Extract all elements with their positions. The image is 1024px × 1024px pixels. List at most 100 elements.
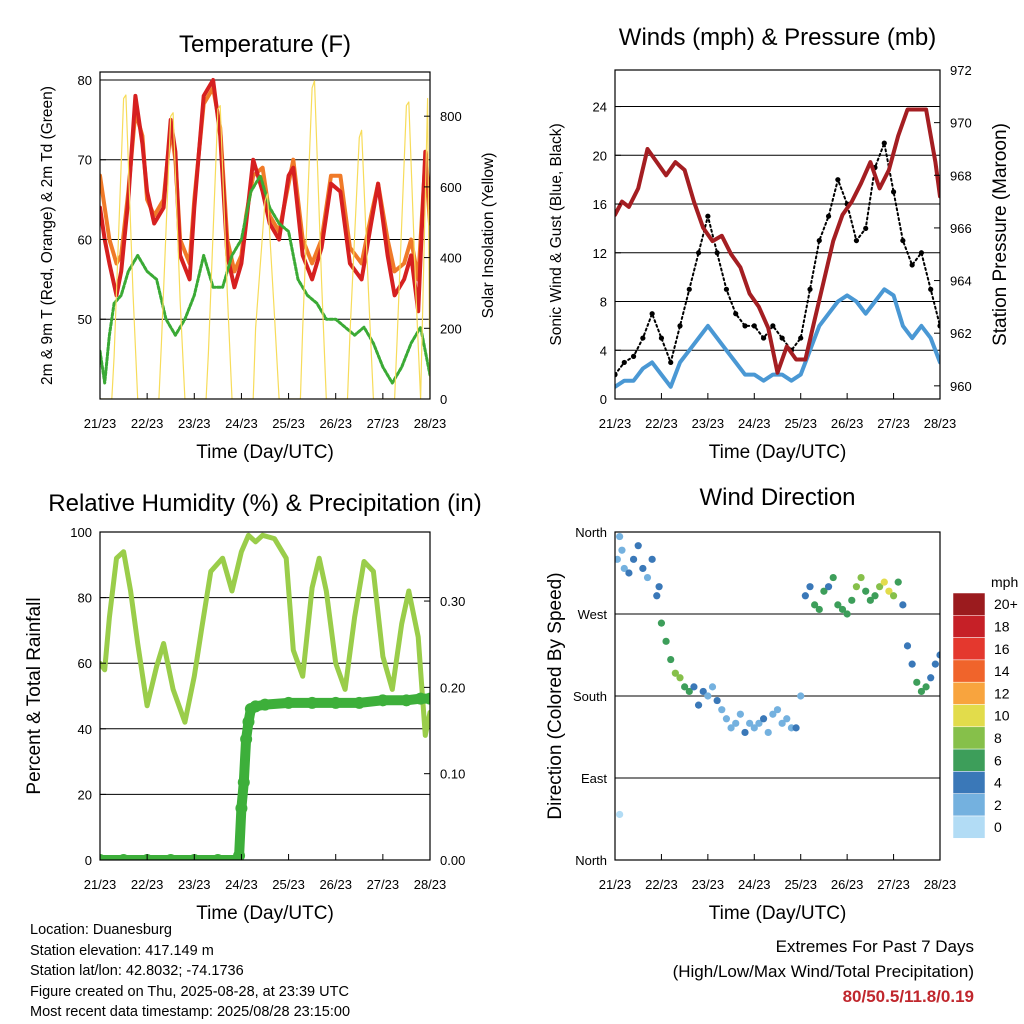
direction-point xyxy=(667,655,675,664)
y-tick-label: 70 xyxy=(78,153,92,168)
latest-timestamp: Most recent data timestamp: 2025/08/28 2… xyxy=(30,1004,351,1020)
gust-point xyxy=(649,311,655,317)
chart-title: Relative Humidity (%) & Precipitation (i… xyxy=(48,490,481,517)
gust-point xyxy=(909,262,915,268)
direction-point xyxy=(815,605,823,614)
x-axis-label: Time (Day/UTC) xyxy=(196,442,334,463)
direction-point xyxy=(671,669,679,677)
direction-point xyxy=(908,660,916,668)
panel-temperature: Temperature (F) Time (Day/UTC) 2m & 9m T (… xyxy=(39,31,497,463)
y-tick-label: 20 xyxy=(593,148,607,163)
legend-swatch xyxy=(952,815,986,839)
x-tick-label: 25/23 xyxy=(272,416,305,431)
precip-point xyxy=(306,696,319,709)
x-tick-label: 23/23 xyxy=(692,877,725,892)
precip-point xyxy=(240,733,253,746)
direction-point xyxy=(759,715,768,723)
station-location: Location: Duanesburg xyxy=(30,922,172,938)
gust-point xyxy=(853,237,860,244)
direction-point xyxy=(708,683,717,691)
gust-point xyxy=(686,286,692,292)
x-tick-label: 21/23 xyxy=(84,877,117,892)
chart-title: Temperature (F) xyxy=(179,31,351,58)
extremes-title: Extremes For Past 7 Days xyxy=(775,937,974,956)
precip-point xyxy=(242,715,255,728)
x-tick-label: 28/23 xyxy=(924,877,957,892)
y-tick-label: 60 xyxy=(78,232,92,247)
legend-label: 16 xyxy=(994,641,1010,657)
direction-point xyxy=(931,660,939,668)
y-tick-label-right: 400 xyxy=(440,251,462,266)
plot-frame xyxy=(99,531,431,861)
direction-point xyxy=(778,719,786,727)
x-tick-label: 28/23 xyxy=(414,877,447,892)
legend-swatch xyxy=(952,748,986,772)
x-tick-label: 28/23 xyxy=(414,416,447,431)
y-tick-label: 4 xyxy=(600,343,607,358)
x-tick-label: 23/23 xyxy=(178,877,211,892)
legend-swatch xyxy=(952,771,986,794)
gust-point xyxy=(751,323,757,329)
series-precip xyxy=(100,693,430,860)
legend-swatch xyxy=(952,637,986,661)
precip-point xyxy=(282,696,295,709)
direction-point xyxy=(820,587,828,595)
x-tick-label: 24/23 xyxy=(738,877,771,892)
y-tick-label: South xyxy=(573,689,607,704)
y-tick-label-right: 0.20 xyxy=(440,680,465,695)
x-tick-label: 24/23 xyxy=(225,416,258,431)
legend-label: 18 xyxy=(994,618,1010,634)
series-td xyxy=(100,174,430,385)
x-tick-label: 22/23 xyxy=(131,877,164,892)
y-tick-label: 40 xyxy=(78,722,92,737)
x-tick-label: 25/23 xyxy=(784,877,817,892)
gust-point xyxy=(714,250,720,256)
precip-point xyxy=(329,696,342,709)
direction-point xyxy=(783,715,791,723)
y-tick-label-right: 600 xyxy=(440,180,462,195)
x-tick-label: 25/23 xyxy=(784,416,817,431)
y-tick-label: 12 xyxy=(593,246,607,261)
x-tick-label: 28/23 xyxy=(924,416,957,431)
gust-point xyxy=(798,335,804,341)
direction-point xyxy=(876,583,884,591)
gust-point xyxy=(825,213,832,219)
y-tick-label-right: 970 xyxy=(950,116,972,131)
direction-point xyxy=(936,651,940,659)
y-tick-label-right: 972 xyxy=(950,63,972,78)
precip-point xyxy=(249,700,262,713)
legend-label: 14 xyxy=(994,663,1010,679)
gust-point xyxy=(770,323,776,329)
panel-winds: Winds (mph) & Pressure (mb) Time (Day/UTC… xyxy=(548,24,1011,463)
y-tick-label: North xyxy=(575,525,607,540)
y-tick-label: East xyxy=(581,771,607,786)
direction-point xyxy=(732,719,740,727)
gust-point xyxy=(705,213,711,219)
gust-point xyxy=(723,286,730,292)
direction-point xyxy=(616,810,624,819)
precip-point xyxy=(414,692,427,705)
y-tick-label: 100 xyxy=(70,525,92,540)
y-tick-label: 20 xyxy=(78,787,92,802)
precip-point xyxy=(164,854,177,860)
y-tick-label: 16 xyxy=(593,197,607,212)
y-axis-label: Sonic Wind & Gust (Blue, Black) xyxy=(548,123,565,345)
direction-point xyxy=(681,683,689,691)
gust-point xyxy=(760,335,767,341)
gust-point xyxy=(742,323,748,329)
x-tick-label: 27/23 xyxy=(367,877,400,892)
y-tick-label-right: 0.30 xyxy=(440,594,465,609)
gust-point xyxy=(630,353,637,359)
direction-point xyxy=(792,724,800,732)
x-tick-label: 21/23 xyxy=(599,877,632,892)
direction-point xyxy=(773,706,782,714)
legend-label: 6 xyxy=(994,752,1002,768)
x-axis-label: Time (Day/UTC) xyxy=(709,442,847,463)
station-elevation: Station elevation: 417.149 m xyxy=(30,942,214,959)
direction-point xyxy=(824,583,833,591)
chart-title: Wind Direction xyxy=(699,484,855,511)
y-tick-label-right: 964 xyxy=(950,274,972,289)
direction-point xyxy=(736,710,744,718)
precip-point xyxy=(211,854,224,860)
direction-point xyxy=(690,683,698,691)
